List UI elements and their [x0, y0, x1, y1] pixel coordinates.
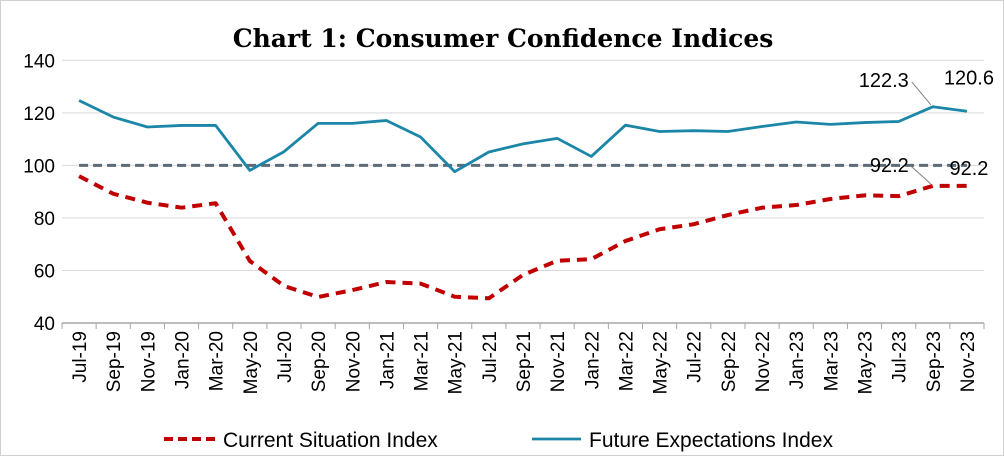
x-tick-label: Sep-19: [104, 331, 125, 392]
x-tick-label: Mar-22: [616, 331, 637, 391]
x-tick-label: Jul-22: [685, 331, 706, 383]
x-tick-label: Jul-20: [275, 331, 296, 383]
x-tick-label: Nov-21: [548, 331, 569, 392]
y-tick-label: 140: [23, 51, 55, 72]
series-lines: [78, 99, 968, 301]
current-situation-line: [78, 174, 967, 301]
y-tick-label: 60: [34, 261, 55, 282]
data-label: 92.2: [949, 158, 988, 180]
gridlines: [62, 59, 984, 271]
future-expectations-line: [78, 99, 968, 174]
x-tick-label: Jan-23: [787, 331, 808, 389]
leader-line: [911, 166, 932, 185]
x-tick-label: Sep-21: [514, 331, 535, 392]
x-axis: Jul-19 Sep-19 Nov-19 Jan-20 Mar-20 May-20 Jul-…: [61, 322, 985, 394]
data-label: 92.2: [870, 155, 909, 177]
x-tick-label: Jul-19: [70, 331, 91, 383]
x-tick-label: Sep-20: [309, 331, 330, 392]
legend-label-future: Future Expectations Index: [589, 429, 833, 452]
data-labels: 92.2 92.2 122.3 120.6: [859, 67, 994, 185]
legend-label-current: Current Situation Index: [223, 429, 438, 452]
x-tick-label: Jan-21: [377, 331, 398, 389]
x-tick-label: Jul-23: [890, 331, 911, 383]
x-tick-label: Nov-20: [343, 331, 364, 392]
x-tick-label: May-23: [855, 331, 876, 394]
x-tick-label: Nov-23: [958, 331, 979, 392]
data-label: 122.3: [859, 70, 909, 92]
x-tick-label: Nov-22: [753, 331, 774, 392]
x-tick-label: Mar-20: [207, 331, 228, 391]
y-tick-label: 40: [34, 314, 55, 335]
x-tick-label: Jul-21: [480, 331, 501, 383]
y-tick-label: 100: [23, 156, 55, 177]
x-tick-label: Jan-22: [582, 331, 603, 389]
chart-title: Chart 1: Consumer Confidence Indices: [233, 24, 774, 53]
legend: Current Situation Index Future Expectatio…: [164, 429, 833, 452]
x-tick-label: Mar-21: [412, 331, 433, 391]
x-tick-label: May-20: [241, 331, 262, 394]
y-tick-label: 120: [23, 104, 55, 125]
x-tick-label: Jan-20: [173, 331, 194, 389]
x-tick-label: Mar-23: [821, 331, 842, 391]
x-tick-label: May-21: [446, 331, 467, 394]
leader-line: [911, 81, 932, 106]
x-tick-label: May-22: [651, 331, 672, 394]
x-tick-label: Nov-19: [138, 331, 159, 392]
y-axis: 40 60 80 100 120 140: [23, 51, 55, 335]
x-tick-label: Sep-23: [924, 331, 945, 392]
data-label: 120.6: [944, 67, 994, 89]
y-tick-label: 80: [34, 209, 55, 230]
x-tick-label: Sep-22: [719, 331, 740, 392]
